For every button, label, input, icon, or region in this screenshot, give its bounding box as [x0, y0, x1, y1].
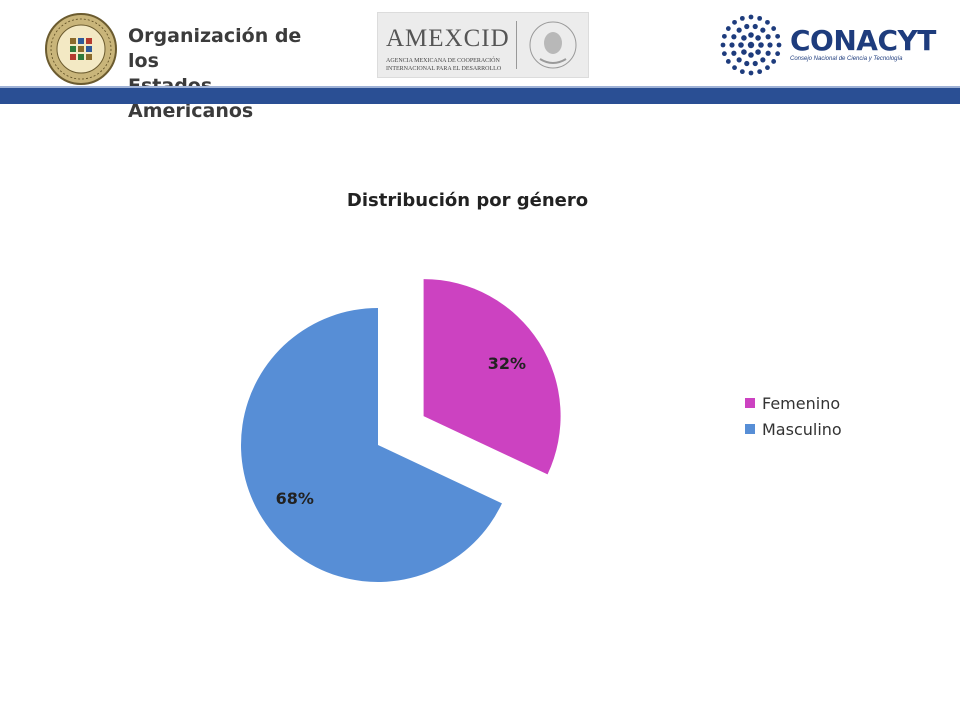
chart-title: Distribución por género	[346, 190, 589, 211]
conacyt-dot	[741, 35, 747, 41]
conacyt-dot	[752, 60, 758, 67]
conacyt-dot	[765, 65, 770, 71]
conacyt-dot	[757, 69, 763, 75]
conacyt-logo: CONACYT Consejo Nacional de Ciencia y Te…	[718, 12, 948, 78]
conacyt-dot	[739, 15, 745, 21]
legend-label-femenino: Femenino	[762, 393, 841, 413]
conacyt-dot	[739, 69, 745, 75]
conacyt-dot	[736, 27, 742, 33]
conacyt-dot	[741, 49, 747, 55]
amexcid-subtitle-line2: INTERNACIONAL PARA EL DESARROLLO	[386, 66, 502, 72]
conacyt-dot	[721, 51, 727, 57]
conacyt-dot	[725, 59, 731, 64]
oea-name-line1: Organización de los	[128, 25, 302, 72]
conacyt-dot	[721, 33, 727, 39]
conacyt-dot	[736, 57, 742, 63]
conacyt-dot	[771, 59, 777, 64]
chart-legend: Femenino Masculino	[745, 390, 842, 442]
conacyt-dot	[765, 50, 771, 56]
amexcid-subtitle-line1: AGENCIA MEXICANA DE COOPERACIÓN	[386, 58, 500, 64]
conacyt-dot	[732, 65, 737, 71]
conacyt-dot	[760, 27, 766, 33]
conacyt-dot	[758, 42, 764, 48]
header-band	[0, 88, 960, 104]
data-label-masculino: 68%	[276, 489, 314, 508]
conacyt-dot	[757, 15, 763, 21]
conacyt-dot	[725, 26, 731, 31]
conacyt-dot	[720, 42, 726, 48]
conacyt-dot	[747, 41, 755, 49]
conacyt-dot	[771, 26, 777, 31]
oea-seal-icon	[45, 13, 117, 85]
header: Organización de los Estados Americanos A…	[0, 0, 960, 122]
legend-label-masculino: Masculino	[762, 419, 842, 439]
conacyt-subtitle: Consejo Nacional de Ciencia y Tecnología	[790, 56, 903, 62]
pie-slice-masculino	[241, 308, 502, 583]
legend-item-masculino: Masculino	[745, 416, 842, 442]
conacyt-dot	[765, 19, 770, 25]
conacyt-dot	[748, 70, 754, 76]
conacyt-name: CONACYT	[790, 24, 936, 57]
legend-item-femenino: Femenino	[745, 390, 842, 416]
mexico-emblem-icon	[529, 21, 577, 69]
conacyt-dot	[752, 23, 758, 30]
legend-swatch-masculino	[745, 424, 755, 434]
conacyt-dot	[748, 14, 754, 20]
conacyt-dot	[748, 32, 754, 38]
conacyt-dot	[732, 19, 737, 25]
amexcid-divider	[516, 21, 517, 69]
conacyt-dot	[776, 42, 782, 48]
conacyt-dot	[748, 52, 754, 58]
conacyt-dot	[744, 23, 750, 30]
conacyt-dot	[755, 49, 761, 55]
conacyt-dot	[731, 34, 737, 40]
header-band-highlight	[0, 86, 960, 89]
conacyt-dot	[765, 34, 771, 40]
conacyt-dot	[760, 57, 766, 63]
conacyt-dot	[767, 42, 773, 48]
pie-slice-femenino	[423, 279, 561, 475]
conacyt-dot	[744, 60, 750, 67]
conacyt-dots-icon	[720, 14, 782, 76]
conacyt-dot	[738, 42, 744, 48]
conacyt-dot	[775, 33, 781, 39]
conacyt-dot	[775, 51, 781, 57]
legend-swatch-femenino	[745, 398, 755, 408]
amexcid-logo: AMEXCID AGENCIA MEXICANA DE COOPERACIÓN …	[377, 12, 589, 78]
data-label-femenino: 32%	[488, 354, 526, 373]
conacyt-dot	[731, 50, 737, 56]
conacyt-dot	[755, 35, 761, 41]
amexcid-name: AMEXCID	[386, 25, 510, 52]
conacyt-dot	[729, 42, 735, 48]
